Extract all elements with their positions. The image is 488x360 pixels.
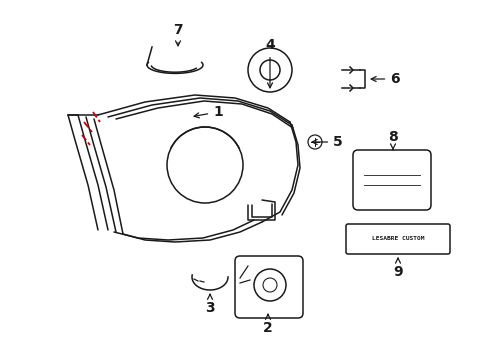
Text: 8: 8 — [387, 130, 397, 150]
Text: 7: 7 — [173, 23, 183, 46]
Text: 4: 4 — [264, 38, 274, 88]
Text: 6: 6 — [370, 72, 399, 86]
Text: 3: 3 — [205, 294, 214, 315]
Text: 2: 2 — [263, 314, 272, 335]
Text: 5: 5 — [311, 135, 342, 149]
Text: 9: 9 — [392, 258, 402, 279]
Text: LESABRE CUSTOM: LESABRE CUSTOM — [371, 237, 424, 242]
Text: 1: 1 — [194, 105, 223, 119]
